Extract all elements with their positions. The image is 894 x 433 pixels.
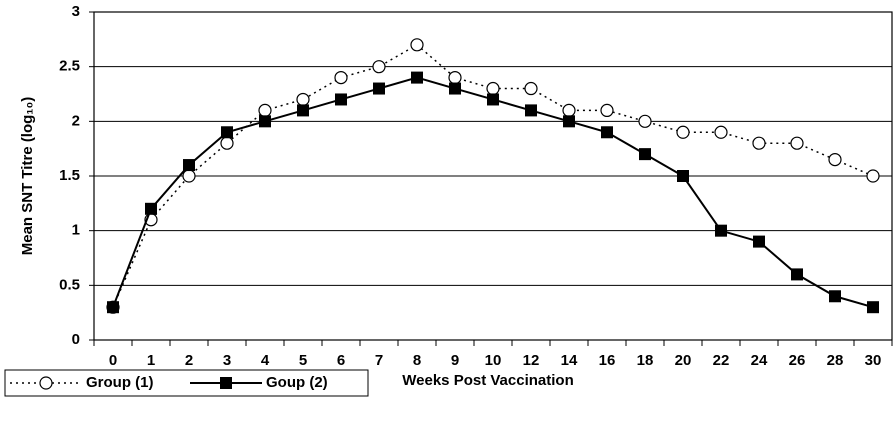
point (486, 81, 500, 96)
point (562, 103, 576, 118)
x-tick-label: 4 (261, 352, 270, 369)
point (145, 202, 157, 215)
point (639, 148, 651, 161)
point (677, 170, 689, 182)
point (600, 103, 614, 118)
point (449, 82, 461, 95)
x-axis-label: Weeks Post Vaccination (402, 372, 573, 389)
point (373, 82, 385, 95)
legend-box (4, 369, 369, 397)
legend-label: Group (1) (86, 374, 154, 391)
point (221, 126, 233, 139)
point (829, 290, 841, 303)
x-tick-label: 30 (865, 352, 882, 369)
point (790, 136, 804, 150)
point (715, 224, 727, 237)
legend-marker (39, 376, 53, 390)
point (334, 70, 348, 85)
point (753, 235, 765, 248)
x-tick-label: 10 (485, 352, 502, 369)
y-tick-label: 0.5 (59, 276, 80, 293)
point (487, 93, 499, 106)
x-tick-label: 2 (185, 352, 193, 369)
point (866, 169, 880, 183)
x-tick-label: 28 (827, 352, 844, 369)
x-tick-label: 14 (561, 352, 578, 369)
x-tick-label: 1 (147, 352, 155, 369)
point (296, 92, 310, 107)
x-tick-label: 16 (599, 352, 616, 369)
point (220, 136, 234, 150)
y-tick-label: 1 (72, 222, 80, 239)
point (259, 115, 271, 128)
x-tick-label: 26 (789, 352, 806, 369)
x-tick-label: 8 (413, 352, 421, 369)
x-tick-label: 7 (375, 352, 383, 369)
point (448, 70, 462, 85)
x-tick-label: 6 (337, 352, 345, 369)
point (676, 125, 690, 139)
point (791, 268, 803, 281)
y-tick-label: 1.5 (59, 167, 80, 184)
point (372, 60, 386, 74)
point (107, 301, 119, 314)
x-tick-label: 12 (523, 352, 540, 369)
point (335, 93, 347, 106)
y-tick-label: 2.5 (59, 58, 80, 75)
y-axis-label: Mean SNT Titre (log₁₀) (19, 97, 36, 256)
point (183, 159, 195, 172)
point (638, 114, 652, 128)
legend-marker (220, 377, 232, 389)
point (563, 115, 575, 128)
point (410, 38, 424, 52)
plot-border (93, 11, 893, 341)
x-tick-label: 0 (109, 352, 117, 369)
point (828, 153, 842, 167)
x-tick-label: 5 (299, 352, 307, 369)
point (524, 81, 538, 96)
y-tick-label: 2 (72, 112, 80, 129)
x-tick-label: 18 (637, 352, 654, 369)
point (258, 103, 272, 118)
x-tick-label: 9 (451, 352, 459, 369)
x-tick-label: 3 (223, 352, 231, 369)
x-tick-label: 22 (713, 352, 730, 369)
point (182, 169, 196, 183)
point (867, 301, 879, 314)
point (525, 104, 537, 117)
legend-label: Goup (2) (266, 374, 328, 391)
x-tick-label: 20 (675, 352, 692, 369)
x-tick-label: 24 (751, 352, 768, 369)
point (411, 71, 423, 84)
series-line (112, 76, 874, 309)
point (601, 126, 613, 139)
point (714, 125, 728, 139)
y-tick-label: 0 (72, 331, 80, 348)
point (297, 104, 309, 117)
y-tick-label: 3 (72, 3, 80, 20)
point (752, 136, 766, 150)
